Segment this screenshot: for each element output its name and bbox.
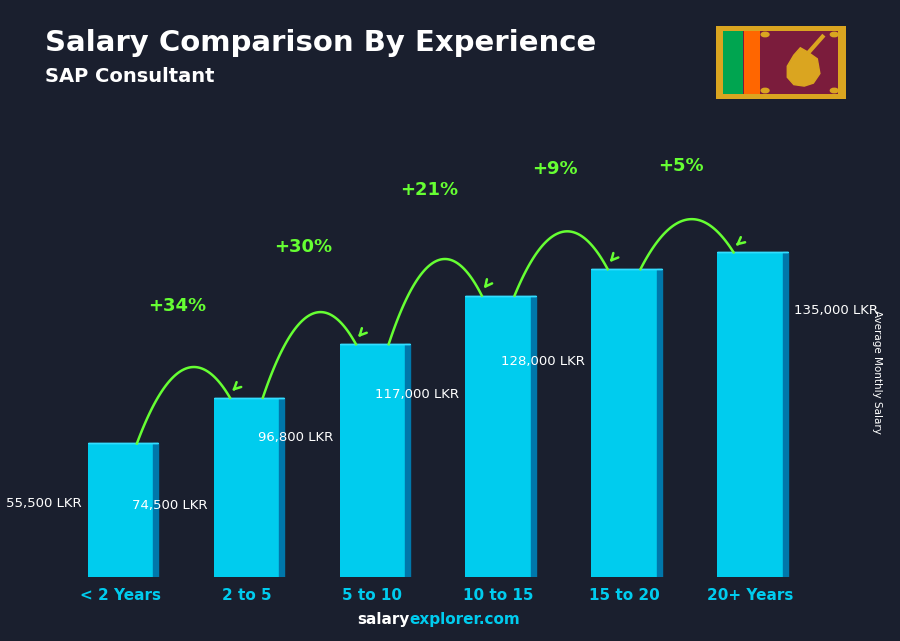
Polygon shape (783, 253, 788, 577)
Bar (465, 296, 531, 577)
Text: SAP Consultant: SAP Consultant (45, 67, 214, 87)
Polygon shape (279, 398, 284, 577)
Bar (717, 253, 783, 577)
Text: explorer.com: explorer.com (410, 612, 520, 627)
Polygon shape (788, 48, 820, 86)
Bar (724, 31, 838, 94)
Text: 128,000 LKR: 128,000 LKR (501, 355, 585, 368)
Polygon shape (531, 296, 536, 577)
Circle shape (831, 88, 838, 93)
Bar (591, 269, 657, 577)
Bar (213, 398, 279, 577)
Text: 74,500 LKR: 74,500 LKR (132, 499, 207, 512)
Bar (744, 31, 760, 94)
Text: +9%: +9% (532, 160, 578, 178)
Text: 96,800 LKR: 96,800 LKR (258, 431, 333, 444)
Circle shape (761, 32, 769, 37)
Bar (88, 444, 153, 577)
Circle shape (761, 88, 769, 93)
Text: Average Monthly Salary: Average Monthly Salary (872, 310, 883, 434)
Circle shape (831, 32, 838, 37)
Text: +34%: +34% (148, 297, 206, 315)
Text: +30%: +30% (274, 238, 332, 256)
Text: Salary Comparison By Experience: Salary Comparison By Experience (45, 29, 596, 57)
Bar (761, 31, 838, 94)
Text: +5%: +5% (658, 157, 704, 175)
Text: 117,000 LKR: 117,000 LKR (375, 388, 459, 401)
Bar (339, 344, 405, 577)
Polygon shape (657, 269, 662, 577)
Text: 55,500 LKR: 55,500 LKR (6, 497, 82, 510)
Polygon shape (153, 444, 158, 577)
Text: salary: salary (357, 612, 410, 627)
Polygon shape (405, 344, 410, 577)
Text: 135,000 LKR: 135,000 LKR (794, 304, 878, 317)
Text: +21%: +21% (400, 181, 458, 199)
Bar (724, 31, 742, 94)
